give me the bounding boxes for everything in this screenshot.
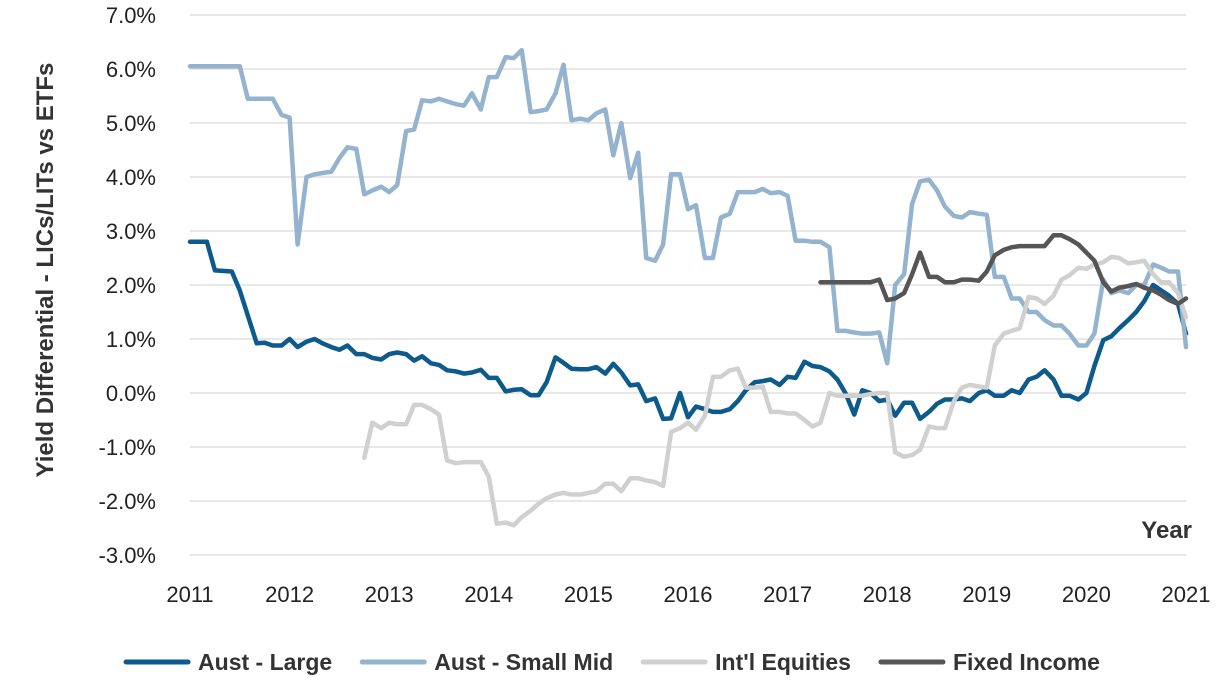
y-tick-label: -3.0%: [99, 543, 156, 568]
y-tick-label: 5.0%: [106, 111, 156, 136]
x-axis-title: Year: [1141, 517, 1192, 544]
x-tick-label: 2019: [962, 582, 1011, 607]
legend-label: Fixed Income: [953, 649, 1100, 675]
x-tick-label: 2014: [464, 582, 513, 607]
series-line: [362, 254, 1189, 528]
y-tick-label: 1.0%: [106, 327, 156, 352]
y-tick-label: 7.0%: [106, 3, 156, 28]
x-tick-label: 2016: [664, 582, 713, 607]
y-tick-label: 3.0%: [106, 219, 156, 244]
y-tick-label: 0.0%: [106, 381, 156, 406]
x-tick-label: 2020: [1062, 582, 1111, 607]
gridlines: [190, 14, 1186, 556]
legend: Aust - Large Aust - Small Mid Int'l Equiti…: [123, 649, 1100, 675]
x-tick-label: 2017: [763, 582, 812, 607]
series-line: [187, 47, 1189, 366]
legend-label: Int'l Equities: [715, 649, 851, 675]
x-tick-label: 2011: [166, 582, 213, 607]
series-line: [187, 239, 1189, 422]
y-tick-label: 6.0%: [106, 57, 156, 82]
y-axis-ticks: 7.0% 6.0% 5.0% 4.0% 3.0% 2.0% 1.0% 0.0% -1.0% -2.…: [99, 3, 156, 568]
y-tick-label: 2.0%: [106, 273, 156, 298]
legend-label: Aust - Large: [198, 649, 332, 675]
x-tick-label: 2021: [1162, 582, 1211, 607]
x-tick-label: 2013: [365, 582, 414, 607]
x-tick-label: 2015: [564, 582, 613, 607]
x-tick-label: 2018: [863, 582, 912, 607]
x-tick-label: 2012: [265, 582, 314, 607]
y-axis-title: Yield Differential - LICs/LITs vs ETFs: [32, 63, 59, 478]
legend-label: Aust - Small Mid: [434, 649, 613, 675]
series-lines: [187, 47, 1189, 528]
x-axis-ticks: 2011 2012 2013 2014 2015 2016 2017 2018 2019 2020…: [166, 582, 1210, 607]
y-tick-label: -2.0%: [99, 489, 156, 514]
y-tick-label: 4.0%: [106, 165, 156, 190]
y-tick-label: -1.0%: [99, 435, 156, 460]
series-line: [818, 233, 1189, 307]
